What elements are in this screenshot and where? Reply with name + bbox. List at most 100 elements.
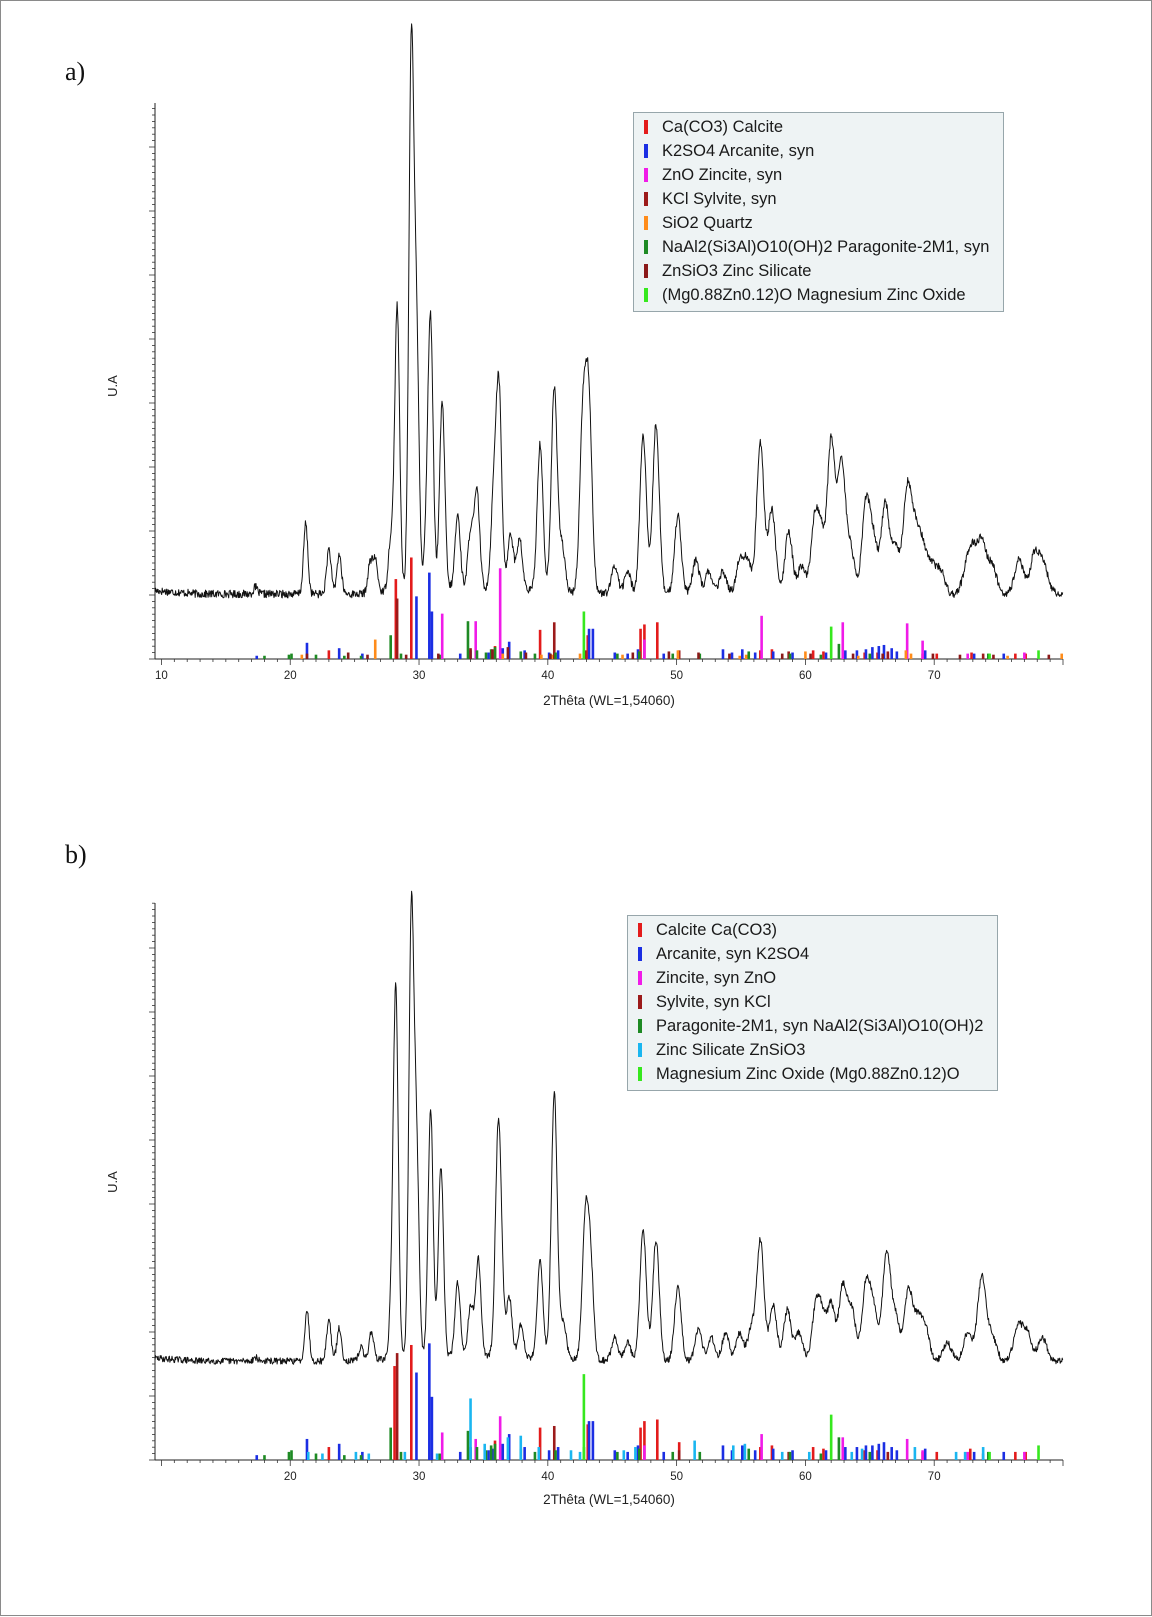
phase-stick xyxy=(747,1449,750,1460)
phase-stick xyxy=(534,654,537,659)
phase-stick xyxy=(534,1452,537,1460)
phase-stick xyxy=(865,1445,868,1460)
phase-stick xyxy=(288,1452,291,1460)
phase-stick xyxy=(538,1447,541,1460)
phase-stick xyxy=(469,648,472,659)
legend-swatch xyxy=(638,995,642,1009)
phase-stick xyxy=(741,1445,744,1460)
legend-label: K2SO4 Arcanite, syn xyxy=(662,139,814,163)
phase-stick xyxy=(822,651,825,659)
phase-stick xyxy=(519,651,522,659)
phase-stick xyxy=(623,1450,626,1460)
legend-swatch xyxy=(638,1043,642,1057)
phase-stick xyxy=(671,1452,674,1460)
phase-stick xyxy=(632,653,635,659)
phase-stick xyxy=(754,1450,757,1460)
phase-stick xyxy=(781,654,784,659)
phase-stick xyxy=(791,1450,794,1460)
phase-stick xyxy=(328,1447,331,1460)
phase-stick xyxy=(616,1452,619,1460)
legend-swatch xyxy=(638,971,642,985)
phase-stick xyxy=(988,1452,991,1460)
phase-stick xyxy=(896,1450,899,1460)
phase-stick xyxy=(288,655,291,659)
phase-stick xyxy=(389,1428,392,1460)
x-tick-label: 40 xyxy=(541,1471,554,1483)
phase-stick xyxy=(1006,656,1009,659)
legend-item: K2SO4 Arcanite, syn xyxy=(644,139,989,163)
phase-stick xyxy=(789,654,792,659)
phase-stick xyxy=(315,1454,318,1460)
phase-stick xyxy=(728,654,731,659)
phase-stick xyxy=(360,656,363,659)
y-axis-label: U.A xyxy=(105,375,120,397)
phase-stick xyxy=(338,1444,341,1460)
phase-stick xyxy=(1002,1452,1005,1460)
phase-stick xyxy=(856,1447,859,1460)
phase-stick xyxy=(638,1449,641,1460)
phase-stick xyxy=(613,653,616,659)
phase-stick xyxy=(255,1455,258,1460)
legend-label: Zinc Silicate ZnSiO3 xyxy=(656,1038,805,1062)
phase-stick xyxy=(693,1441,696,1460)
legend-label: SiO2 Quartz xyxy=(662,211,753,235)
x-axis-label: 2Thêta (WL=1,54060) xyxy=(543,693,675,708)
phase-stick xyxy=(992,655,995,659)
phase-stick xyxy=(1037,650,1040,659)
phase-stick xyxy=(935,1452,938,1460)
phase-stick xyxy=(306,654,309,659)
phase-stick xyxy=(745,655,748,659)
phase-stick xyxy=(343,1455,346,1460)
phase-stick xyxy=(400,654,403,659)
phase-stick xyxy=(494,1444,497,1460)
phase-stick xyxy=(1014,654,1017,659)
phase-stick xyxy=(499,1416,502,1460)
phase-stick xyxy=(914,1447,917,1460)
phase-stick xyxy=(825,1450,828,1460)
legend-swatch xyxy=(644,192,648,206)
phase-stick xyxy=(613,1450,616,1460)
legend-label: Calcite Ca(CO3) xyxy=(656,918,777,942)
legend-item: Paragonite-2M1, syn NaAl2(Si3Al)O10(OH)2 xyxy=(638,1014,983,1038)
phase-stick xyxy=(910,654,913,659)
phase-stick xyxy=(583,1374,586,1460)
phase-stick xyxy=(588,629,591,659)
phase-stick xyxy=(932,654,935,659)
phase-stick xyxy=(959,655,962,659)
phase-stick xyxy=(697,653,700,659)
phase-stick xyxy=(935,654,938,659)
phase-stick xyxy=(525,653,528,659)
legend-item: Sylvite, syn KCl xyxy=(638,990,983,1014)
phase-stick xyxy=(731,653,734,659)
phase-stick xyxy=(393,1366,396,1460)
legend-label: Zincite, syn ZnO xyxy=(656,966,776,990)
phase-stick xyxy=(820,655,823,659)
phase-stick xyxy=(540,655,543,659)
legend-item: ZnO Zincite, syn xyxy=(644,163,989,187)
phase-stick xyxy=(436,1454,439,1460)
legend-item: Zinc Silicate ZnSiO3 xyxy=(638,1038,983,1062)
legend-swatch xyxy=(644,120,648,134)
phase-stick xyxy=(871,647,874,659)
phase-stick xyxy=(400,1452,403,1460)
phase-stick xyxy=(507,647,510,659)
phase-stick xyxy=(955,1452,958,1460)
phase-stick xyxy=(808,1452,811,1460)
phase-stick xyxy=(883,1442,886,1460)
phase-stick xyxy=(905,650,908,659)
phase-stick xyxy=(487,1450,490,1460)
phase-stick xyxy=(338,648,341,659)
phase-stick xyxy=(754,653,757,659)
phase-stick xyxy=(301,655,304,659)
phase-stick xyxy=(896,651,899,659)
phase-stick xyxy=(830,1415,833,1460)
phase-stick xyxy=(539,630,542,659)
phase-stick xyxy=(966,654,969,659)
phase-stick xyxy=(869,654,872,659)
phase-stick xyxy=(871,1445,874,1460)
phase-stick xyxy=(592,1421,595,1460)
phase-stick xyxy=(588,1421,591,1460)
phase-stick xyxy=(476,650,479,659)
phase-stick xyxy=(841,1437,844,1460)
phase-stick xyxy=(825,653,828,659)
